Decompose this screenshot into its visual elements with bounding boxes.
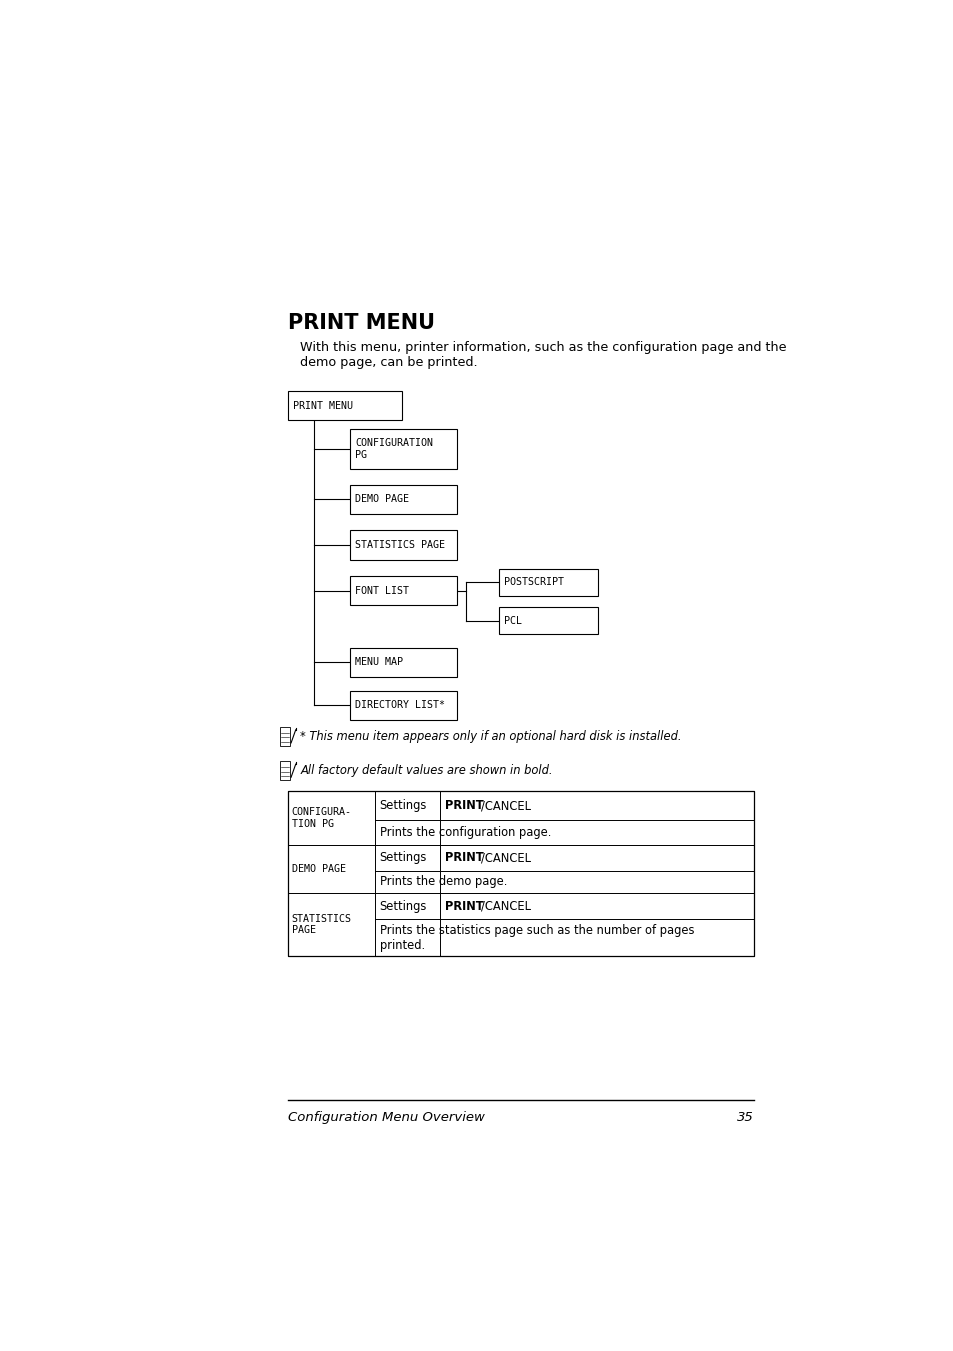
Text: STATISTICS
PAGE: STATISTICS PAGE <box>292 913 351 935</box>
Text: DEMO PAGE: DEMO PAGE <box>292 865 345 874</box>
Text: PRINT: PRINT <box>445 900 483 913</box>
Text: /CANCEL: /CANCEL <box>480 900 530 913</box>
Text: Prints the demo page.: Prints the demo page. <box>379 875 506 889</box>
Bar <box>280 762 290 780</box>
Text: CONFIGURATION
PG: CONFIGURATION PG <box>355 439 433 461</box>
FancyBboxPatch shape <box>350 430 456 469</box>
FancyBboxPatch shape <box>350 485 456 513</box>
Text: POSTSCRIPT: POSTSCRIPT <box>503 577 563 588</box>
Text: PRINT: PRINT <box>445 851 483 865</box>
Text: MENU MAP: MENU MAP <box>355 658 403 667</box>
Text: Prints the configuration page.: Prints the configuration page. <box>379 825 550 839</box>
FancyBboxPatch shape <box>350 690 456 720</box>
FancyBboxPatch shape <box>350 648 456 677</box>
Text: /CANCEL: /CANCEL <box>480 798 530 812</box>
Text: Settings: Settings <box>379 900 426 913</box>
Text: FONT LIST: FONT LIST <box>355 586 409 596</box>
FancyBboxPatch shape <box>288 844 753 893</box>
Text: PRINT: PRINT <box>445 798 483 812</box>
Text: Prints the statistics page such as the number of pages
printed.: Prints the statistics page such as the n… <box>379 924 693 951</box>
Text: CONFIGURA-
TION PG: CONFIGURA- TION PG <box>292 807 351 828</box>
FancyBboxPatch shape <box>350 531 456 559</box>
FancyBboxPatch shape <box>288 390 402 420</box>
Text: Settings: Settings <box>379 798 426 812</box>
Bar <box>280 727 290 746</box>
Text: /CANCEL: /CANCEL <box>480 851 530 865</box>
Text: DIRECTORY LIST*: DIRECTORY LIST* <box>355 700 445 711</box>
Text: 35: 35 <box>736 1111 753 1124</box>
Text: PCL: PCL <box>503 616 521 626</box>
FancyBboxPatch shape <box>350 576 456 605</box>
Text: Configuration Menu Overview: Configuration Menu Overview <box>288 1111 484 1124</box>
FancyBboxPatch shape <box>288 893 753 957</box>
Text: PRINT MENU: PRINT MENU <box>293 400 353 411</box>
Text: PRINT MENU: PRINT MENU <box>288 313 435 332</box>
Text: * This menu item appears only if an optional hard disk is installed.: * This menu item appears only if an opti… <box>300 730 681 743</box>
Text: DEMO PAGE: DEMO PAGE <box>355 494 409 504</box>
FancyBboxPatch shape <box>498 608 598 635</box>
Text: All factory default values are shown in bold.: All factory default values are shown in … <box>300 765 553 777</box>
FancyBboxPatch shape <box>288 792 753 844</box>
Text: STATISTICS PAGE: STATISTICS PAGE <box>355 540 445 550</box>
FancyBboxPatch shape <box>498 569 598 596</box>
Text: With this menu, printer information, such as the configuration page and the
demo: With this menu, printer information, suc… <box>300 340 786 369</box>
Text: Settings: Settings <box>379 851 426 865</box>
